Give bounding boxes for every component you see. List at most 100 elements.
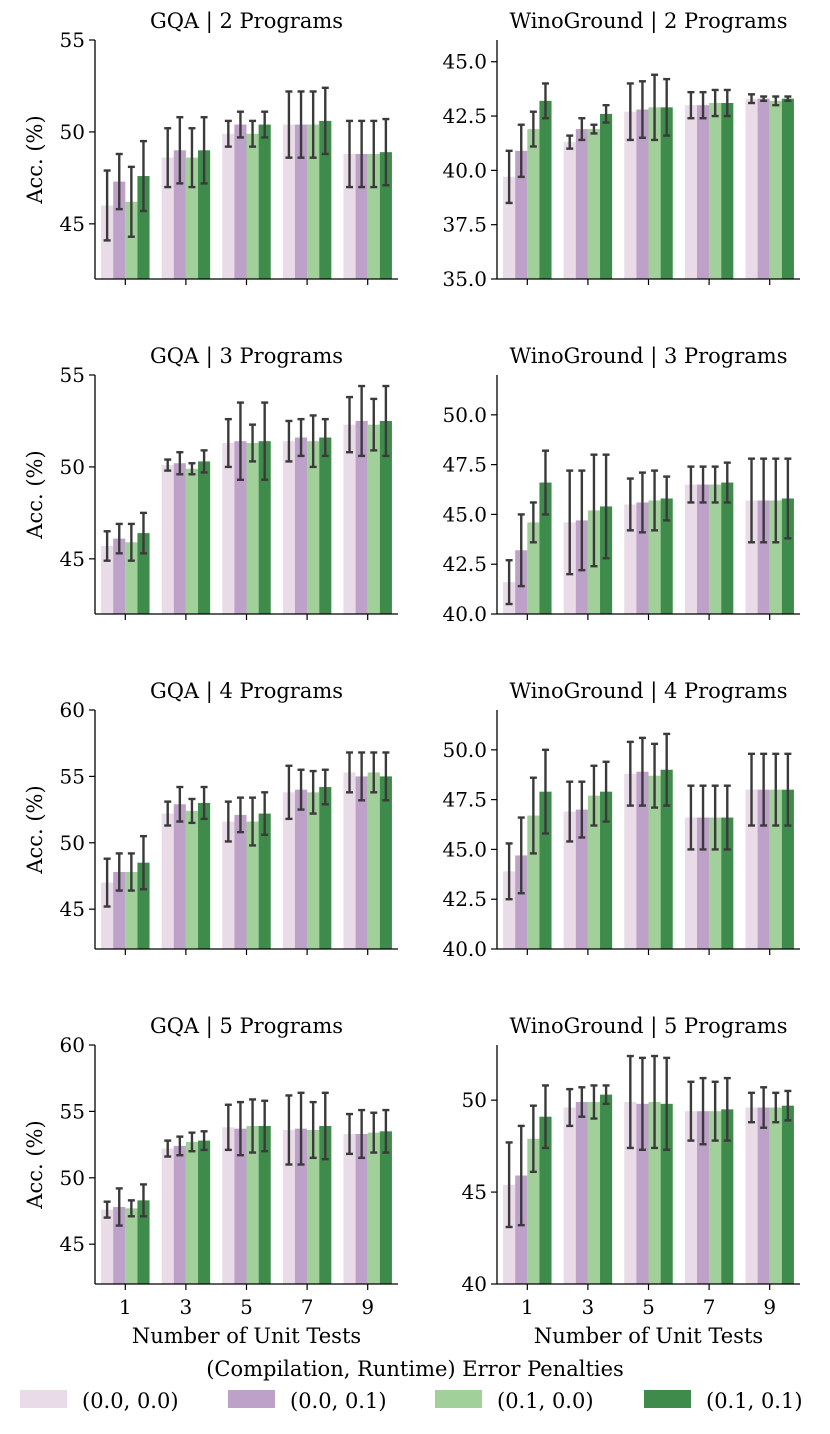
x-tick-label: 3: [180, 1295, 193, 1319]
y-tick-label: 50: [60, 831, 85, 855]
bar: [185, 1141, 199, 1284]
bar: [503, 1184, 516, 1284]
y-tick-label: 42.5: [442, 104, 487, 128]
bar: [343, 424, 356, 614]
bar: [781, 789, 794, 949]
bar: [660, 498, 673, 614]
bar: [319, 120, 332, 279]
bar: [563, 142, 576, 279]
bar: [234, 1128, 247, 1284]
bar: [294, 789, 308, 949]
bar: [355, 776, 368, 949]
chart-panel: 40.0 42.5 45.0 47.5 50.0 WinoGround | 4 Progr…: [442, 679, 800, 961]
legend-swatch: [435, 1390, 482, 1408]
y-tick-label: 45: [60, 547, 85, 571]
y-tick-label: 50.0: [442, 403, 487, 427]
chart-panel: 35.0 37.5 40.0 42.5 45.0 WinoGround | 2 Progr…: [442, 9, 800, 291]
x-tick-label: 9: [763, 1295, 776, 1319]
bar: [185, 810, 199, 949]
bar: [587, 129, 601, 279]
y-tick-label: 47.5: [442, 453, 487, 477]
y-tick-label: 42.5: [442, 552, 487, 576]
bar: [696, 1111, 710, 1284]
bar: [282, 1129, 295, 1284]
bar: [137, 862, 150, 949]
legend-label: (0.1, 0.1): [706, 1389, 803, 1413]
y-tick-label: 45: [462, 1180, 487, 1204]
bar: [745, 1107, 758, 1284]
bar: [379, 1131, 392, 1284]
y-tick-label: 50: [462, 1088, 487, 1112]
bar: [757, 789, 770, 949]
bar: [198, 802, 211, 949]
y-tick-label: 60: [60, 1033, 85, 1057]
bar: [222, 821, 235, 949]
legend-label: (0.1, 0.0): [497, 1389, 594, 1413]
bar: [624, 773, 637, 949]
bar: [757, 1107, 770, 1284]
bar: [198, 461, 211, 614]
bar: [527, 129, 540, 279]
legend-title: (Compilation, Runtime) Error Penalties: [206, 1357, 624, 1381]
bar: [161, 465, 174, 614]
bar: [769, 500, 782, 614]
legend-entry: (0.0, 0.0): [20, 1389, 179, 1413]
bar: [379, 776, 392, 949]
bar: [161, 813, 174, 949]
bar: [757, 500, 770, 614]
bar: [101, 205, 114, 279]
bar: [684, 1111, 697, 1284]
bar: [137, 1200, 150, 1284]
bar: [636, 109, 649, 279]
bar: [355, 420, 368, 614]
bar: [282, 124, 295, 279]
bar: [515, 855, 528, 949]
y-tick-label: 45.0: [442, 837, 487, 861]
chart-title: WinoGround | 4 Programs: [509, 679, 787, 704]
bar: [539, 1116, 552, 1284]
chart-title: WinoGround | 3 Programs: [509, 344, 787, 369]
bar: [587, 795, 601, 949]
legend-swatch: [644, 1390, 691, 1408]
bar: [721, 103, 734, 279]
bar: [379, 420, 392, 614]
bar: [101, 545, 114, 614]
bar: [258, 813, 271, 949]
y-axis-label: Acc. (%): [23, 115, 47, 204]
bar: [636, 771, 649, 949]
chart-panel: 45 50 55 GQA | 3 Programs Acc. (%): [23, 344, 398, 620]
y-tick-label: 40: [462, 1272, 487, 1296]
y-tick-label: 37.5: [442, 213, 487, 237]
bar: [222, 133, 235, 279]
bar: [515, 150, 528, 279]
bar: [246, 821, 259, 949]
x-tick-label: 7: [703, 1295, 716, 1319]
bar: [587, 1101, 601, 1284]
bar: [294, 124, 308, 279]
bar: [258, 1125, 271, 1284]
bar: [379, 152, 392, 279]
bar: [539, 791, 552, 949]
bar: [113, 538, 126, 614]
chart-title: GQA | 5 Programs: [150, 1014, 343, 1039]
bar: [113, 181, 126, 279]
y-tick-label: 45.0: [442, 50, 487, 74]
y-axis-label: Acc. (%): [23, 1120, 47, 1209]
bar: [575, 129, 588, 279]
y-tick-label: 45: [60, 897, 85, 921]
bar: [648, 107, 661, 279]
bar: [258, 124, 271, 279]
y-tick-label: 50: [60, 1166, 85, 1190]
legend-label: (0.0, 0.0): [82, 1389, 179, 1413]
chart-panel: 45 50 55 60 GQA | 4 Programs Acc. (%): [23, 679, 398, 955]
bar: [307, 124, 320, 279]
bar: [355, 153, 368, 279]
bar: [600, 1094, 613, 1284]
chart-title: GQA | 4 Programs: [150, 679, 343, 704]
bar: [696, 484, 710, 614]
bar: [684, 484, 697, 614]
y-tick-label: 55: [60, 1099, 85, 1123]
bar: [101, 882, 114, 949]
bar: [343, 1133, 356, 1284]
